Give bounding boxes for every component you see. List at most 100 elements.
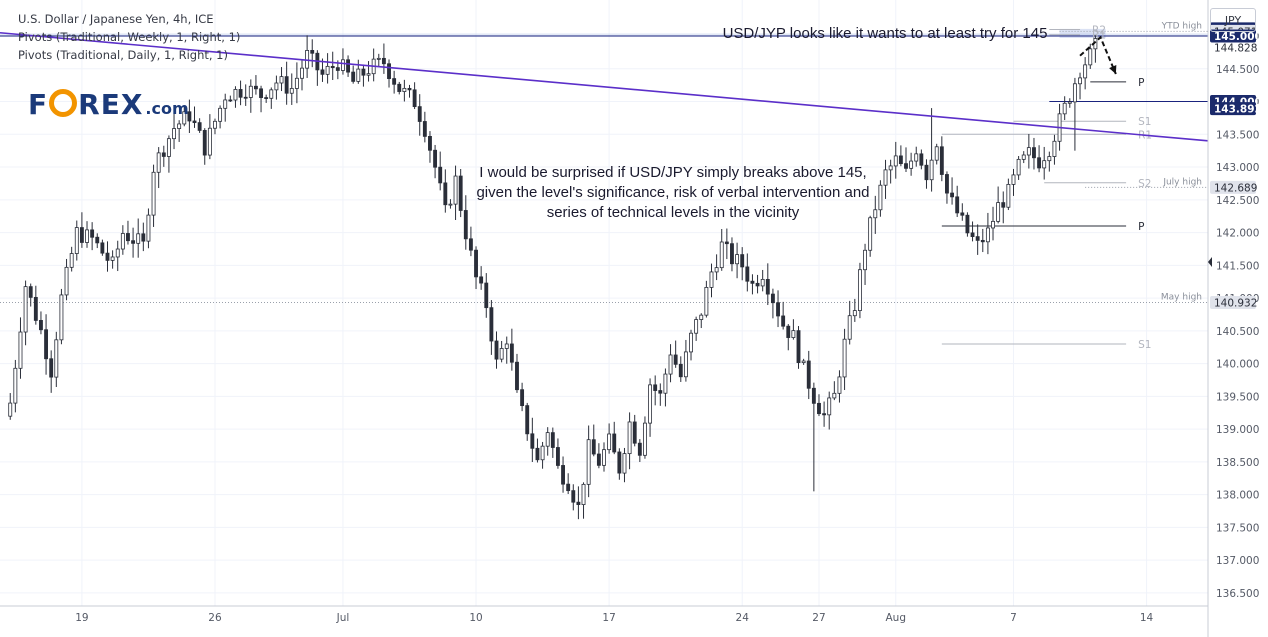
candle-body xyxy=(1052,140,1057,157)
scroll-marker-icon[interactable] xyxy=(1208,257,1212,268)
candle-body xyxy=(842,338,847,378)
candle-body xyxy=(330,65,335,69)
candle-body xyxy=(23,286,28,333)
price-tag-label: 140.932 xyxy=(1214,298,1257,310)
candle-body xyxy=(760,278,765,287)
candle-body xyxy=(704,287,709,316)
candle-body xyxy=(924,164,929,181)
candle-body xyxy=(755,282,760,287)
candle-body xyxy=(822,413,827,416)
level-note-142.689: July high xyxy=(1162,177,1202,187)
candle-body xyxy=(791,330,796,338)
candle-body xyxy=(1083,64,1088,79)
candle-body xyxy=(960,212,965,216)
candle-body xyxy=(883,169,888,186)
level-note-145.071: YTD high xyxy=(1161,21,1202,31)
level-note-140.932: May high xyxy=(1161,293,1202,303)
candle-body xyxy=(1006,183,1011,208)
candle-body xyxy=(182,111,187,125)
candle-body xyxy=(115,248,120,258)
time-tick-label: 17 xyxy=(602,612,615,624)
legend-daily-pivots[interactable]: Pivots (Traditional, Daily, 1, Right, 1) xyxy=(18,48,228,62)
legend-weekly-pivots[interactable]: Pivots (Traditional, Weekly, 1, Right, 1… xyxy=(18,30,241,44)
candle-body xyxy=(289,88,294,94)
candle-body xyxy=(397,83,402,92)
candle-body xyxy=(213,120,217,129)
candle-body xyxy=(95,236,100,244)
candle-body xyxy=(929,159,934,181)
candle-body xyxy=(658,390,663,394)
legend-symbol[interactable]: U.S. Dollar / Japanese Yen, 4h, ICE xyxy=(18,12,214,26)
candle-body xyxy=(100,242,105,254)
candle-body xyxy=(683,351,688,378)
currency-button[interactable]: JPY xyxy=(1210,8,1256,32)
candle-body xyxy=(847,315,852,340)
price-tick-label: 136.500 xyxy=(1216,588,1259,600)
candle-body xyxy=(412,89,417,108)
candle-body xyxy=(714,267,719,273)
candle-body xyxy=(85,229,89,243)
candle-body xyxy=(765,278,770,295)
candle-body xyxy=(105,252,110,261)
candle-body xyxy=(453,175,458,205)
candle-body xyxy=(545,432,550,447)
price-tick-label: 142.000 xyxy=(1216,228,1259,240)
candle-body xyxy=(945,174,949,194)
time-tick-label: 26 xyxy=(208,612,222,624)
candle-body xyxy=(607,433,612,451)
candle-body xyxy=(520,389,525,407)
candle-body xyxy=(709,271,714,288)
candle-body xyxy=(525,405,530,435)
candle-body xyxy=(1001,202,1006,208)
candle-body xyxy=(248,85,253,98)
price-tick-label: 143.500 xyxy=(1216,129,1259,141)
candle-body xyxy=(79,227,84,243)
candle-body xyxy=(458,175,463,211)
candle-body xyxy=(136,233,141,244)
time-tick-label: 14 xyxy=(1140,612,1154,624)
candle-body xyxy=(991,220,995,229)
candle-body xyxy=(305,50,310,69)
candle-body xyxy=(74,227,79,254)
candle-body xyxy=(699,314,704,320)
candle-body xyxy=(264,97,269,99)
candle-body xyxy=(479,276,484,284)
candle-body xyxy=(13,367,18,404)
candle-body xyxy=(274,82,279,91)
projection-arrow xyxy=(1079,35,1117,75)
candle-body xyxy=(228,99,233,102)
candle-body xyxy=(673,354,678,365)
trendline xyxy=(0,31,1209,142)
logo-ring-icon xyxy=(49,89,78,117)
pivot-label-P: P xyxy=(1138,221,1144,233)
candle-body xyxy=(622,453,627,474)
candle-body xyxy=(632,421,637,444)
time-tick-label: Aug xyxy=(886,612,907,624)
candle-body xyxy=(284,76,289,94)
price-tick-label: 140.000 xyxy=(1216,359,1259,371)
candle-body xyxy=(770,293,775,304)
candle-body xyxy=(325,65,330,75)
logo-letters-rex: REX xyxy=(78,88,144,121)
candle-body xyxy=(786,325,791,338)
candle-body xyxy=(965,214,970,234)
candle-body xyxy=(950,192,955,198)
candle-body xyxy=(852,310,857,317)
candle-body xyxy=(376,57,381,60)
candle-body xyxy=(448,203,453,206)
time-tick-label: 7 xyxy=(1010,612,1017,624)
candle-body xyxy=(187,111,192,122)
candle-body xyxy=(985,227,990,243)
candle-body xyxy=(1032,147,1036,159)
candle-body xyxy=(387,63,391,79)
candle-body xyxy=(269,89,274,99)
candle-body xyxy=(1037,157,1042,169)
candle-body xyxy=(238,89,243,98)
candle-body xyxy=(806,360,811,389)
candle-body xyxy=(233,89,238,101)
candle-body xyxy=(955,196,960,214)
resistance-band xyxy=(0,33,1208,37)
price-tag-label: 142.689 xyxy=(1214,182,1257,194)
